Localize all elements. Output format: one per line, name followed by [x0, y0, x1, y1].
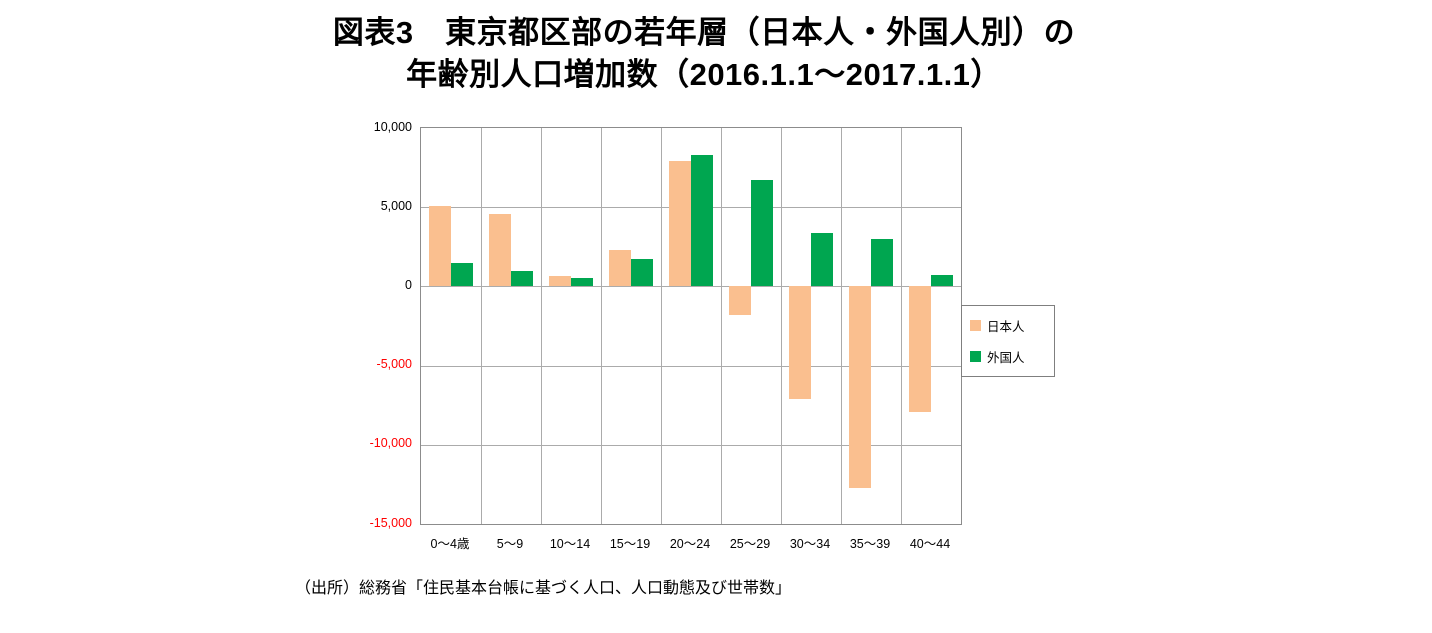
- legend-item-japanese: 日本人: [970, 316, 1046, 335]
- gridline-vertical: [541, 128, 542, 524]
- bar-foreign-0: [451, 262, 473, 287]
- bar-foreign-3: [631, 259, 653, 287]
- x-category-label: 0～4歳: [430, 537, 470, 551]
- legend-swatch-foreign: [970, 351, 981, 362]
- gridline-horizontal: [421, 444, 961, 446]
- bar-foreign-7: [871, 238, 893, 287]
- x-category-label: 40～44: [909, 537, 951, 551]
- y-tick-label: -5,000: [376, 357, 412, 371]
- chart-title-line2: 年齢別人口増加数（2016.1.1～2017.1.1）: [406, 57, 1002, 92]
- y-tick-label: 5,000: [380, 199, 412, 213]
- plot-area: [420, 127, 962, 525]
- x-category-label: 5～9: [496, 537, 524, 551]
- y-tick-label: -10,000: [369, 436, 412, 450]
- gridline-vertical: [901, 128, 902, 524]
- x-category-label: 25～29: [729, 537, 771, 551]
- bar-foreign-2: [571, 278, 593, 287]
- bar-japanese-2: [549, 276, 571, 287]
- bar-japanese-0: [429, 205, 451, 287]
- bar-japanese-8: [909, 286, 931, 412]
- bar-foreign-4: [691, 154, 713, 287]
- y-tick-label: -15,000: [369, 516, 412, 530]
- gridline-vertical: [841, 128, 842, 524]
- gridline-vertical: [481, 128, 482, 524]
- bar-japanese-6: [789, 286, 811, 399]
- x-category-label: 10～14: [549, 537, 591, 551]
- bar-japanese-3: [609, 249, 631, 287]
- chart-title-line1: 図表3 東京都区部の若年層（日本人・外国人別）の: [332, 15, 1076, 50]
- x-category-label: 30～34: [789, 537, 831, 551]
- bar-foreign-1: [511, 270, 533, 287]
- legend-item-foreign: 外国人: [970, 347, 1046, 366]
- bar-foreign-6: [811, 232, 833, 287]
- bar-japanese-4: [669, 161, 691, 287]
- gridline-horizontal: [421, 365, 961, 367]
- gridline-vertical: [661, 128, 662, 524]
- bar-japanese-1: [489, 213, 511, 287]
- legend: 日本人 外国人: [961, 305, 1055, 377]
- gridline-vertical: [721, 128, 722, 524]
- legend-swatch-japanese: [970, 320, 981, 331]
- bar-japanese-7: [849, 286, 871, 488]
- gridline-vertical: [781, 128, 782, 524]
- bar-foreign-5: [751, 180, 773, 287]
- x-category-label: 15～19: [609, 537, 651, 551]
- legend-label-japanese: 日本人: [987, 320, 1025, 334]
- x-category-label: 20～24: [669, 537, 711, 551]
- y-tick-label: 10,000: [373, 120, 412, 134]
- x-category-label: 35～39: [849, 537, 891, 551]
- bar-foreign-8: [931, 275, 953, 287]
- legend-label-foreign: 外国人: [987, 351, 1025, 365]
- y-tick-label: 0: [405, 278, 412, 292]
- gridline-horizontal: [421, 286, 961, 288]
- gridline-vertical: [601, 128, 602, 524]
- chart-title: 図表3 東京都区部の若年層（日本人・外国人別）の 年齢別人口増加数（2016.1…: [0, 12, 1408, 96]
- bar-japanese-5: [729, 286, 751, 315]
- source-note: （出所）総務省「住民基本台帳に基づく人口、人口動態及び世帯数」: [295, 580, 792, 597]
